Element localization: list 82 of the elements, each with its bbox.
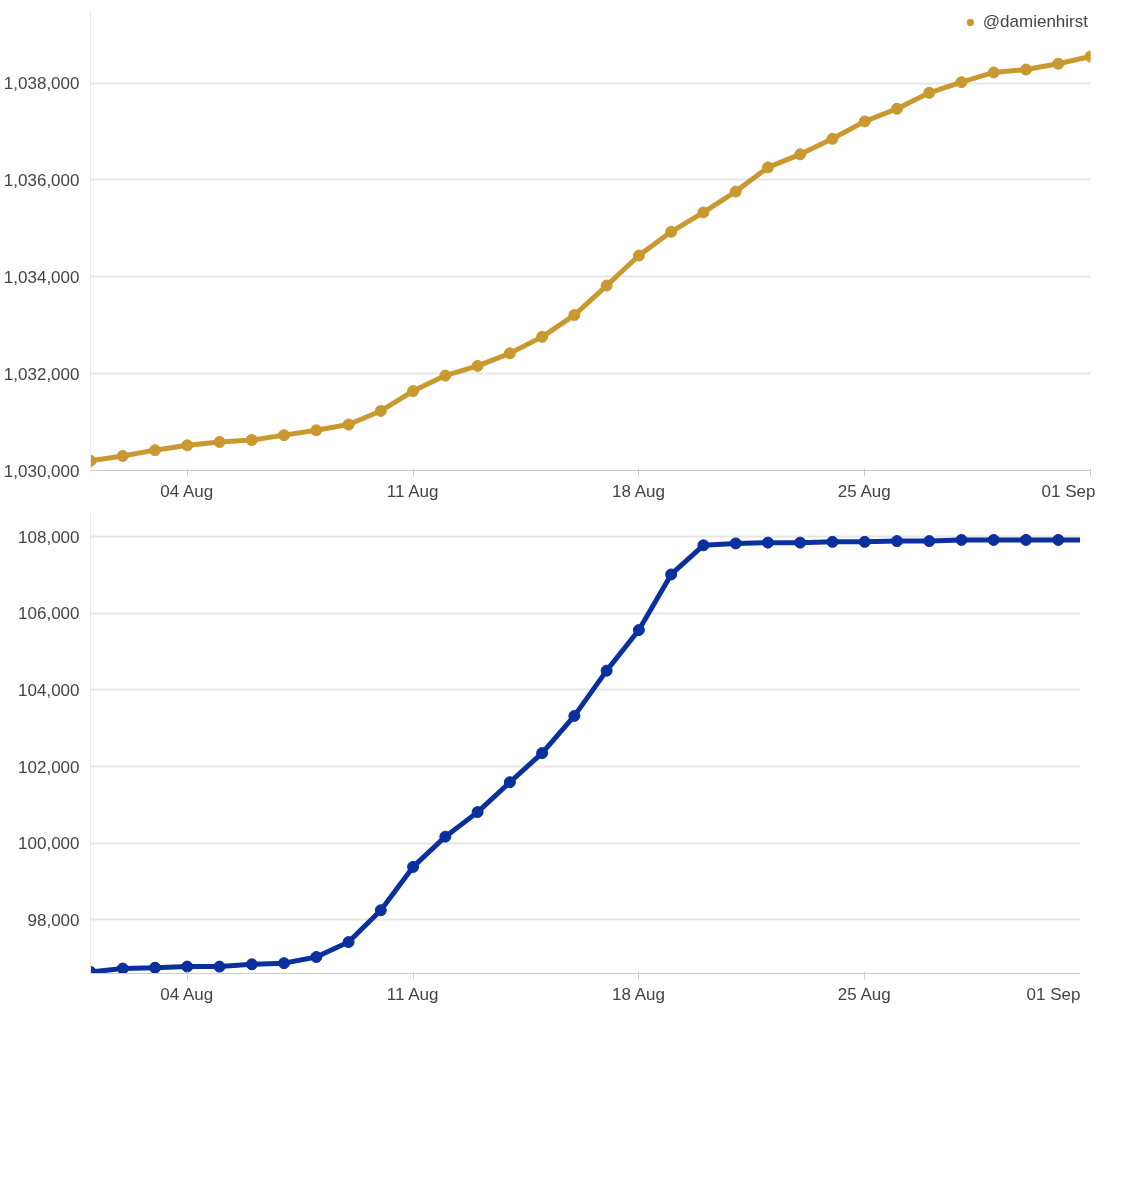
point — [181, 439, 194, 452]
point — [826, 132, 839, 145]
y-tick-label: 1,034,000 — [3, 267, 80, 287]
point — [794, 536, 807, 549]
x-tick-label: 01 Sep — [1041, 481, 1096, 501]
point — [213, 960, 226, 973]
point — [1052, 533, 1065, 546]
point — [632, 624, 645, 637]
point — [116, 449, 129, 462]
point — [439, 369, 452, 382]
point — [858, 535, 871, 548]
x-tick-label: 25 Aug — [837, 481, 891, 501]
x-tick-label: 04 Aug — [160, 984, 214, 1004]
x-tick-label: 18 Aug — [611, 481, 665, 501]
point — [310, 951, 323, 964]
point — [987, 533, 1000, 546]
y-tick-label: 102,000 — [18, 757, 80, 777]
x-tick-label: 01 Sep — [1026, 984, 1081, 1004]
x-tick-label: 11 Aug — [386, 481, 439, 501]
point — [600, 664, 613, 677]
point — [665, 225, 678, 238]
point — [1019, 63, 1032, 76]
y-tick-label: 106,000 — [18, 604, 80, 624]
point — [245, 434, 258, 446]
point — [761, 536, 774, 549]
y-tick-label: 104,000 — [18, 680, 80, 700]
point — [503, 776, 516, 789]
point — [568, 709, 581, 722]
point — [149, 961, 162, 974]
point — [568, 309, 581, 322]
point — [923, 535, 936, 548]
legend-label: @damienhirst — [982, 12, 1088, 32]
point — [1052, 57, 1065, 70]
point — [955, 76, 968, 89]
point — [536, 747, 549, 760]
point — [987, 66, 1000, 79]
point — [536, 330, 549, 343]
point — [729, 537, 742, 550]
point — [149, 444, 162, 457]
point — [890, 102, 903, 115]
y-tick-label: 1,030,000 — [3, 461, 80, 481]
point — [342, 936, 355, 949]
point — [278, 429, 291, 442]
point — [213, 435, 226, 448]
point — [697, 206, 710, 219]
x-tick-label: 18 Aug — [611, 984, 665, 1004]
point — [245, 958, 258, 971]
point — [181, 960, 194, 973]
y-tick-label: 100,000 — [18, 834, 80, 854]
point — [923, 86, 936, 99]
point — [407, 860, 420, 873]
y-tick-label: 98,000 — [27, 910, 80, 930]
point — [890, 535, 903, 548]
x-tick-label: 11 Aug — [386, 984, 439, 1004]
point — [794, 148, 807, 161]
point — [858, 115, 871, 128]
point — [600, 279, 613, 292]
y-tick-label: 1,038,000 — [3, 74, 80, 94]
point — [278, 957, 291, 970]
point — [471, 359, 484, 372]
point — [1019, 533, 1032, 546]
point — [407, 385, 420, 398]
point — [826, 535, 839, 548]
point — [697, 539, 710, 552]
x-tick-label: 25 Aug — [837, 984, 891, 1004]
point — [471, 806, 484, 819]
point — [374, 904, 387, 917]
x-tick-label: 04 Aug — [160, 481, 214, 501]
point — [439, 830, 452, 843]
point — [374, 404, 387, 417]
y-tick-label: 1,032,000 — [3, 364, 80, 384]
point — [310, 424, 323, 437]
point — [116, 962, 129, 974]
point — [632, 249, 645, 262]
y-tick-label: 108,000 — [18, 527, 80, 547]
point — [761, 161, 774, 174]
point — [503, 347, 516, 360]
y-tick-label: 1,036,000 — [3, 170, 80, 190]
point — [342, 418, 355, 431]
point — [729, 185, 742, 198]
point — [665, 568, 678, 581]
point — [955, 533, 968, 546]
